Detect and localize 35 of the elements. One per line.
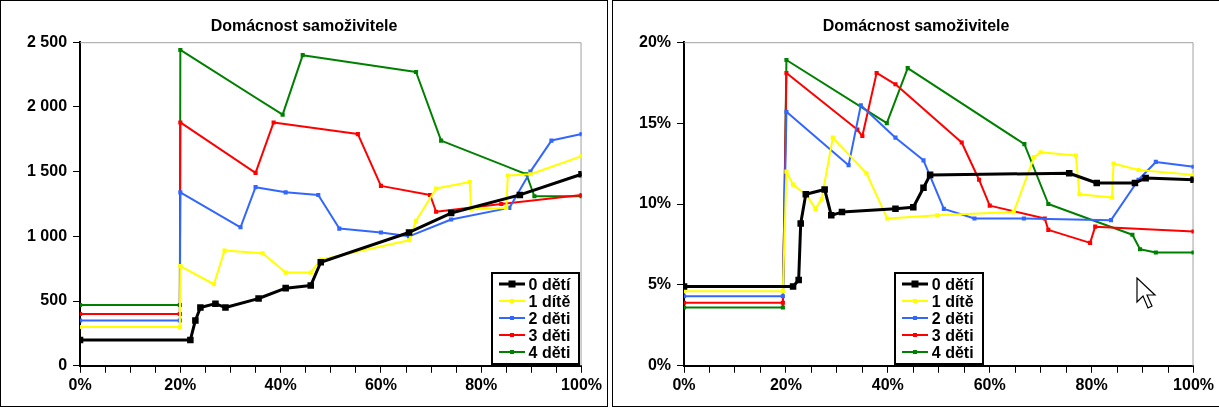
x-tick-label: 80% xyxy=(465,375,498,393)
x-tick-label: 0% xyxy=(68,375,92,393)
x-tick-label: 60% xyxy=(364,375,397,393)
y-tick-label: 500 xyxy=(40,291,68,309)
chart-title: Domácnost samoživitele xyxy=(822,17,1010,35)
y-tick-label: 10% xyxy=(638,194,672,212)
x-tick-label: 80% xyxy=(1075,375,1108,393)
chart-title: Domácnost samoživitele xyxy=(210,17,398,35)
legend-label: 0 dětí xyxy=(528,275,571,293)
x-tick-label: 100% xyxy=(561,375,602,393)
y-tick-label: 5% xyxy=(647,275,672,293)
legend-label: 2 děti xyxy=(528,309,571,327)
x-tick-label: 0% xyxy=(672,375,696,393)
x-tick-label: 20% xyxy=(164,375,197,393)
legend-label: 4 děti xyxy=(528,343,571,361)
legend-label: 4 děti xyxy=(931,343,974,361)
y-tick-label: 1 500 xyxy=(26,162,68,180)
x-tick-label: 20% xyxy=(769,375,802,393)
y-tick-label: 0% xyxy=(647,356,672,374)
x-tick-label: 40% xyxy=(871,375,904,393)
legend-label: 2 děti xyxy=(931,309,974,327)
x-tick-label: 60% xyxy=(973,375,1006,393)
y-tick-label: 20% xyxy=(638,32,672,50)
legend-label: 1 dítě xyxy=(528,292,571,310)
x-tick-label: 40% xyxy=(264,375,297,393)
y-tick-label: 2 000 xyxy=(26,97,68,115)
legend-label: 1 dítě xyxy=(931,292,974,310)
legend-label: 3 děti xyxy=(528,326,571,344)
legend-label: 3 děti xyxy=(931,326,974,344)
y-tick-label: 1 000 xyxy=(26,226,68,244)
y-tick-label: 2 500 xyxy=(26,32,68,50)
x-tick-label: 100% xyxy=(1173,375,1214,393)
y-tick-label: 15% xyxy=(638,113,672,131)
legend-label: 0 dětí xyxy=(931,275,974,293)
y-tick-label: 0 xyxy=(58,356,68,374)
